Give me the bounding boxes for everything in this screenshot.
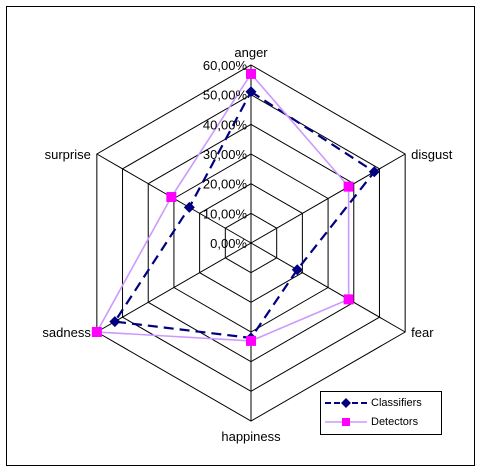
category-label-sadness: sadness [42,325,91,340]
data-point-classifiers-surprise [183,201,195,213]
tick-label-1: 10,00% [203,206,248,221]
grid-spoke-fear [250,242,406,333]
data-point-detectors-anger [246,68,256,79]
radar-chart: 0,00% 10,00% 20,00% 30,00% 40,00% 50,00% 60,00… [42,45,452,444]
grid-spoke-sadness [96,242,252,333]
tick-label-4: 40,00% [203,117,248,132]
data-point-detectors-sadness [91,327,102,337]
data-point-detectors-fear [343,294,354,305]
legend-label-detectors: Detectors [371,416,419,428]
chart-frame: 0,00% 10,00% 20,00% 30,00% 40,00% 50,00% 60,00… [6,6,475,466]
legend-label-classifiers: Classifiers [371,397,422,409]
data-point-classifiers-disgust [368,166,380,178]
category-label-anger: anger [234,45,268,60]
data-point-classifiers-fear [291,264,303,276]
grid-layer [96,64,406,422]
category-label-surprise: surprise [45,147,91,162]
legend-swatch-detectors [325,418,367,426]
legend-item-classifiers: Classifiers [321,395,441,413]
data-point-detectors-happiness [246,335,256,346]
category-label-happiness: happiness [221,429,281,444]
data-point-detectors-surprise [166,192,177,203]
tick-label-6: 60,00% [203,58,248,73]
tick-label-3: 30,00% [203,147,248,162]
legend-swatch-classifiers [325,398,367,408]
tick-label-5: 50,00% [203,88,248,103]
grid-spoke-disgust [250,153,406,244]
data-point-classifiers-sadness [109,316,121,328]
legend-item-detectors: Detectors [321,414,441,432]
label-layer: 0,00% 10,00% 20,00% 30,00% 40,00% 50,00% 60,00… [42,45,452,444]
data-point-detectors-disgust [343,181,354,192]
legend: Classifiers Detectors [320,391,442,435]
tick-label-2: 20,00% [203,177,248,192]
tick-label-0: 0,00% [210,236,247,251]
category-label-fear: fear [411,325,434,340]
data-point-classifiers-anger [245,86,257,98]
category-label-disgust: disgust [411,147,453,162]
series-layer [91,68,380,346]
